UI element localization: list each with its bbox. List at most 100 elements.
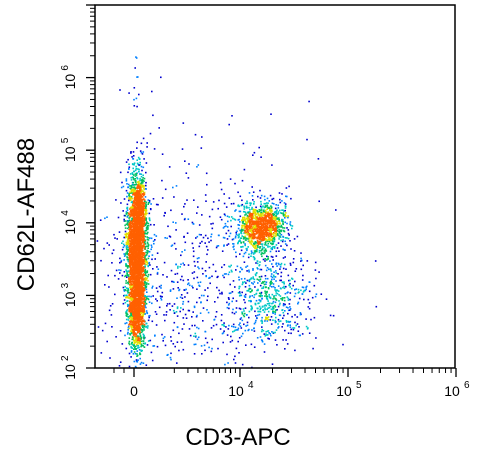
event-dot [271, 220, 274, 223]
event-dot [140, 328, 142, 330]
event-dot [142, 239, 144, 241]
event-dot [125, 322, 128, 324]
event-dot [124, 254, 127, 256]
event-dot [142, 263, 144, 265]
event-dot [141, 181, 144, 183]
event-dot [141, 247, 144, 249]
event-dot [134, 229, 137, 231]
event-dot [273, 245, 276, 248]
event-dot [144, 260, 147, 262]
event-dot [122, 240, 124, 243]
event-dot [254, 215, 257, 218]
event-dot [138, 180, 140, 183]
event-dot [131, 240, 134, 243]
event-dot [135, 320, 137, 322]
event-dot [139, 286, 142, 288]
event-dot [144, 196, 147, 198]
event-dot [136, 162, 139, 165]
event-dot [140, 142, 143, 145]
event-dot [134, 250, 137, 253]
event-dot [126, 220, 128, 222]
event-dot [230, 225, 232, 228]
event-dot [128, 249, 130, 252]
event-dot [136, 141, 138, 144]
event-dot [148, 212, 151, 215]
event-dot [136, 286, 138, 289]
event-dot [126, 209, 129, 211]
event-dot [140, 350, 143, 352]
event-dot [267, 219, 269, 221]
event-dot [128, 219, 131, 221]
event-dot [131, 188, 133, 191]
event-dot [146, 277, 148, 280]
event-dot [126, 216, 129, 218]
event-dot [130, 197, 132, 200]
event-dot [143, 225, 145, 227]
event-dot [138, 349, 141, 351]
event-dot [131, 242, 133, 244]
event-dot [143, 221, 146, 223]
event-dot [242, 229, 244, 231]
event-dot [136, 176, 138, 179]
event-dot [140, 276, 142, 278]
event-dot [274, 211, 277, 213]
event-dot [127, 331, 129, 334]
event-dot [142, 335, 145, 338]
event-dot [126, 303, 129, 306]
event-dot [287, 215, 289, 217]
event-dot [127, 258, 130, 261]
event-dot [270, 223, 273, 226]
event-dot [143, 329, 145, 331]
event-dot [138, 265, 140, 268]
event-dot [139, 320, 142, 322]
event-dot [128, 280, 131, 282]
event-dot [130, 293, 132, 295]
event-dot [142, 190, 144, 193]
event-dot [261, 243, 264, 245]
event-dot [252, 227, 255, 230]
event-dot [259, 218, 262, 221]
event-dot [133, 268, 136, 271]
event-dot [125, 318, 128, 321]
event-dot [143, 287, 145, 289]
event-dot [129, 241, 132, 243]
event-dot [146, 327, 149, 329]
event-dot [131, 262, 134, 265]
event-dot [136, 354, 139, 357]
event-dot [135, 200, 138, 202]
event-dot [261, 216, 263, 219]
event-dot [144, 232, 146, 235]
event-dot [135, 323, 137, 325]
event-dot [255, 249, 257, 252]
event-dot [132, 174, 135, 176]
event-dot [120, 186, 123, 189]
event-dot [226, 215, 229, 218]
event-dot [146, 142, 148, 144]
event-dot [138, 213, 141, 215]
event-dot [129, 221, 132, 223]
event-dot [127, 265, 130, 268]
event-dot [138, 270, 141, 273]
event-dot [139, 316, 142, 318]
event-dot [123, 289, 125, 291]
event-dot [138, 256, 141, 259]
event-dot [128, 277, 130, 280]
event-dot [130, 152, 132, 154]
event-dot [139, 237, 142, 239]
event-dot [141, 201, 143, 204]
event-dot [132, 167, 134, 170]
event-dot [130, 240, 132, 242]
event-dot [131, 172, 134, 174]
event-dot [253, 203, 255, 205]
event-dot [130, 257, 132, 260]
event-dot [133, 231, 136, 233]
event-dot [138, 194, 141, 196]
event-dot [126, 312, 128, 315]
event-dot [130, 271, 133, 273]
event-dot [145, 288, 148, 291]
event-dot [144, 200, 146, 203]
event-dot [139, 334, 142, 337]
event-dot [128, 352, 131, 355]
event-dot [140, 151, 143, 154]
event-dot [129, 238, 131, 240]
